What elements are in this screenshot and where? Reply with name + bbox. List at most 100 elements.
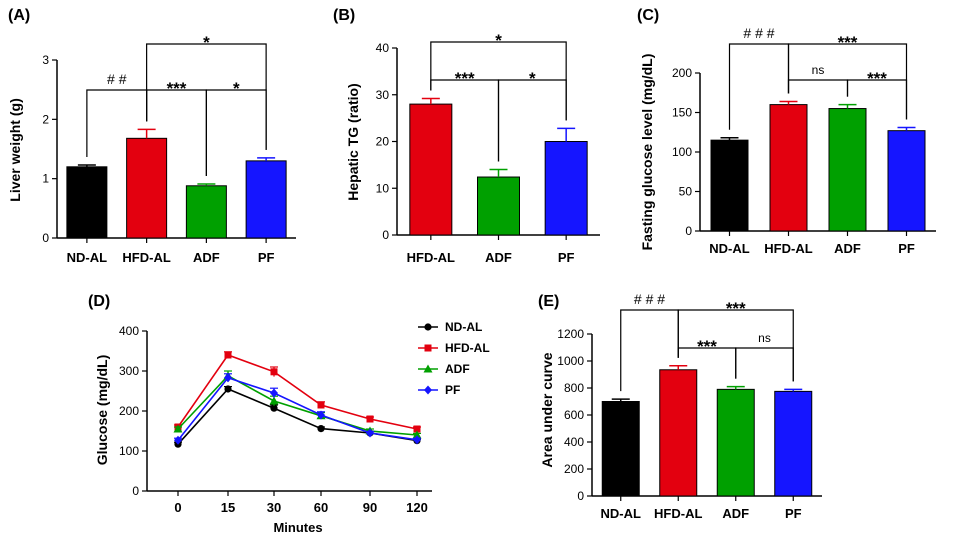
category-label: ADF — [193, 250, 220, 265]
series-line — [177, 374, 418, 436]
data-point — [412, 430, 422, 439]
significance-label: *** — [455, 69, 475, 88]
significance-label: * — [203, 33, 210, 52]
category-label: ADF — [722, 506, 749, 521]
data-point — [224, 373, 232, 383]
legend-marker — [424, 323, 432, 331]
panel-label: (D) — [88, 293, 110, 310]
y-axis-label: Area under curve — [539, 352, 555, 467]
y-tick-label: 1 — [42, 172, 49, 186]
bar-pf — [245, 160, 287, 239]
y-axis-label: Liver weight (g) — [7, 98, 23, 201]
legend-marker — [424, 344, 432, 352]
data-point — [366, 415, 374, 423]
significance-label: * — [233, 79, 240, 98]
data-point — [174, 435, 182, 445]
significance-label: ns — [758, 331, 771, 345]
category-label: ADF — [834, 241, 861, 256]
series-pf — [174, 373, 421, 445]
bar-adf — [716, 388, 755, 497]
series-line — [177, 354, 418, 430]
significance-label: *** — [167, 79, 187, 98]
bar-hfd-al — [409, 103, 453, 236]
bar-nd-al — [66, 166, 108, 239]
y-tick-label: 2 — [42, 112, 49, 126]
category-label: PF — [785, 506, 802, 521]
x-tick-label: 0 — [174, 500, 181, 515]
bar-hfd-al — [659, 369, 698, 497]
y-tick-label: 100 — [119, 444, 139, 458]
panel-label: (C) — [637, 7, 659, 24]
bar-hfd-al — [126, 137, 168, 239]
significance-label: * — [495, 31, 502, 50]
data-point — [317, 410, 325, 420]
y-tick-label: 3 — [42, 53, 49, 67]
x-tick-label: 15 — [221, 500, 235, 515]
category-label: PF — [558, 250, 575, 265]
y-tick-label: 1000 — [557, 354, 584, 368]
y-tick-label: 600 — [564, 408, 584, 422]
y-tick-label: 400 — [119, 324, 139, 338]
panel-label: (A) — [8, 7, 30, 24]
significance-label: # # # — [634, 291, 665, 307]
significance-label: *** — [697, 337, 717, 356]
legend-label: PF — [445, 383, 460, 397]
bar-hfd-al — [769, 104, 808, 232]
significance-label: *** — [838, 33, 858, 52]
bar-pf — [887, 130, 926, 232]
y-tick-label: 40 — [376, 41, 390, 55]
data-point — [224, 351, 232, 359]
data-point — [317, 425, 325, 433]
x-tick-label: 60 — [314, 500, 328, 515]
y-tick-label: 0 — [382, 228, 389, 242]
y-tick-label: 100 — [672, 145, 692, 159]
panel-label: (E) — [538, 293, 559, 310]
y-axis-label: Fasting glucose level (mg/dL) — [639, 54, 655, 251]
y-tick-label: 200 — [564, 462, 584, 476]
data-point — [270, 404, 278, 412]
significance-label: ns — [812, 63, 825, 77]
bar-adf — [477, 176, 520, 236]
significance-bracket — [735, 347, 794, 382]
significance-bracket — [146, 43, 267, 150]
data-point — [224, 385, 232, 393]
x-tick-label: 120 — [406, 500, 428, 515]
category-label: ADF — [485, 250, 512, 265]
data-point — [173, 424, 183, 433]
category-label: HFD-AL — [654, 506, 702, 521]
bar-nd-al — [710, 139, 749, 232]
category-label: ND-AL — [709, 241, 749, 256]
bar-adf — [828, 108, 867, 232]
y-tick-label: 150 — [672, 106, 692, 120]
series-line — [177, 388, 418, 445]
data-point — [413, 425, 421, 433]
category-label: HFD-AL — [764, 241, 812, 256]
significance-label: *** — [867, 69, 887, 88]
significance-label: # # # — [743, 25, 774, 41]
y-tick-label: 800 — [564, 381, 584, 395]
y-tick-label: 20 — [376, 135, 390, 149]
bar-nd-al — [601, 401, 640, 497]
y-tick-label: 50 — [679, 185, 693, 199]
y-tick-label: 10 — [376, 181, 390, 195]
y-tick-label: 0 — [132, 484, 139, 498]
bar-pf — [774, 390, 813, 497]
category-label: ND-AL — [67, 250, 107, 265]
category-label: PF — [898, 241, 915, 256]
y-tick-label: 0 — [42, 231, 49, 245]
y-axis-label: Glucose (mg/dL) — [94, 355, 110, 465]
data-point — [317, 401, 325, 409]
category-label: HFD-AL — [122, 250, 170, 265]
x-axis-label: Minutes — [273, 520, 322, 535]
significance-bracket — [787, 79, 849, 97]
y-tick-label: 1200 — [557, 327, 584, 341]
category-label: ND-AL — [601, 506, 641, 521]
significance-bracket — [787, 43, 908, 120]
y-tick-label: 300 — [119, 364, 139, 378]
y-axis-label: Hepatic TG (ratio) — [345, 83, 361, 200]
legend-label: HFD-AL — [445, 341, 490, 355]
x-tick-label: 30 — [267, 500, 281, 515]
y-tick-label: 200 — [119, 404, 139, 418]
series-line — [177, 376, 418, 441]
